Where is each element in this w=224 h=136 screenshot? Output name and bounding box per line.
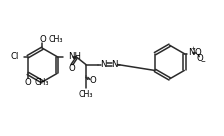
Text: CH₃: CH₃: [49, 35, 63, 44]
Text: O: O: [197, 54, 204, 63]
Text: NH: NH: [68, 52, 81, 61]
Text: N: N: [101, 60, 107, 69]
Text: O: O: [24, 78, 31, 87]
Text: CH₃: CH₃: [79, 90, 93, 99]
Text: O: O: [195, 48, 202, 57]
Text: +: +: [191, 46, 196, 51]
Text: N: N: [112, 60, 118, 69]
Text: O: O: [39, 35, 46, 44]
Text: O: O: [69, 64, 75, 73]
Text: N: N: [188, 48, 194, 57]
Text: −: −: [201, 58, 206, 63]
Text: CH₃: CH₃: [34, 78, 49, 87]
Text: Cl: Cl: [11, 52, 19, 61]
Text: O: O: [89, 76, 96, 85]
